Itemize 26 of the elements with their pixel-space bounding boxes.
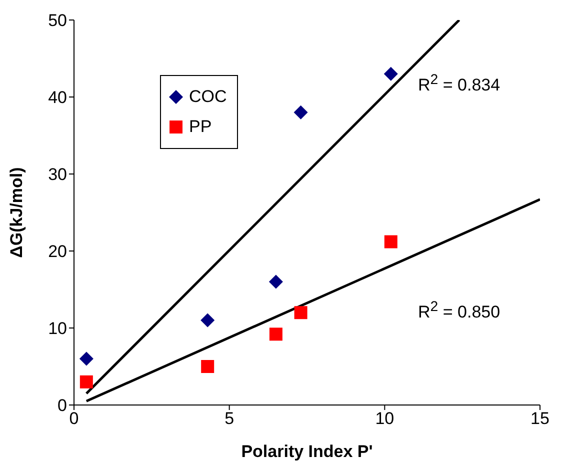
legend-label: COC: [189, 87, 227, 107]
x-tick-label: 5: [224, 409, 234, 428]
point: [200, 313, 215, 328]
annotation: R$^{2}$ = 0.834: [418, 72, 500, 96]
point: [384, 66, 398, 81]
point: [79, 352, 94, 366]
point: [80, 375, 93, 388]
point: [269, 328, 282, 341]
y-tick-label: 40: [48, 88, 67, 108]
x-axis-title: Polarity Index P': [241, 442, 373, 461]
legend-label: PP: [189, 117, 212, 137]
x-tick-label: 15: [530, 409, 550, 428]
y-tick-label: 0: [58, 396, 67, 416]
annotation: R$^{2}$ = 0.850: [418, 299, 500, 323]
point: [294, 306, 308, 320]
y-tick-label: 30: [48, 165, 67, 184]
point: [268, 274, 283, 289]
y-axis-title: ΔG(kJ/mol): [7, 167, 26, 258]
point: [384, 235, 398, 248]
y-tick-label: 50: [48, 11, 67, 30]
point: [201, 360, 214, 373]
point: [294, 105, 308, 120]
x-tick-label: 10: [375, 409, 394, 428]
y-tick-label: 20: [48, 242, 67, 262]
y-tick-label: 10: [48, 319, 67, 338]
x-tick-label: 0: [69, 409, 79, 428]
